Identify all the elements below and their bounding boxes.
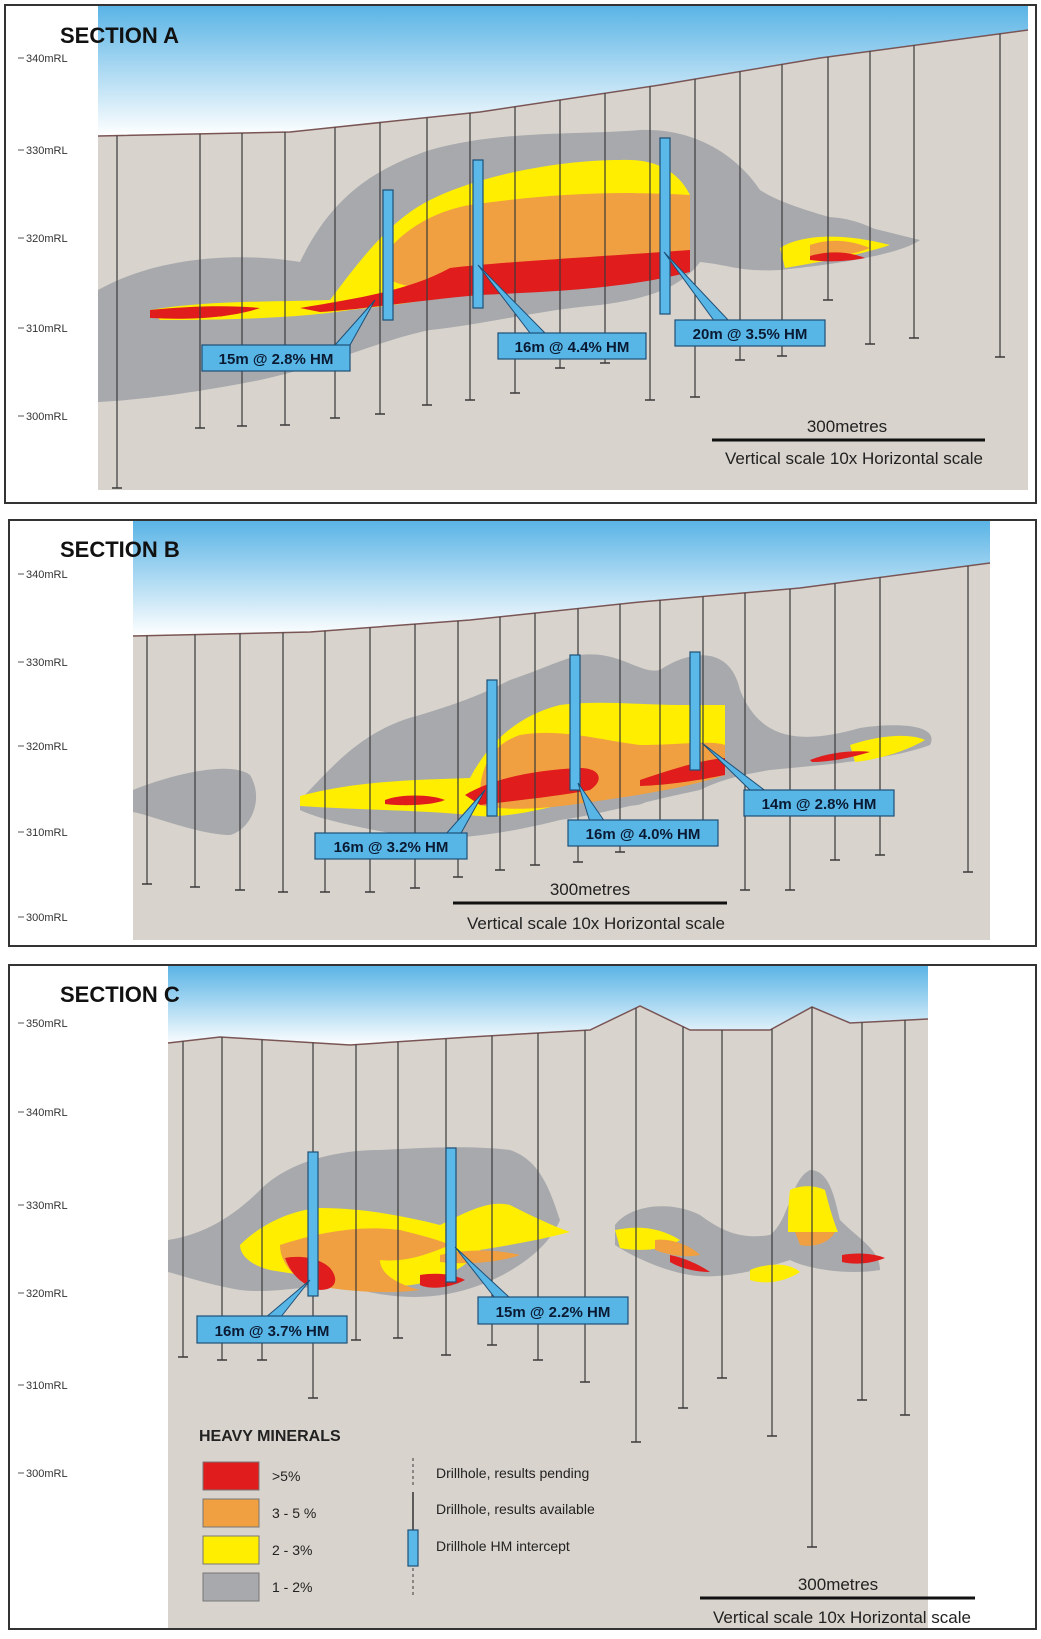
legend-grade-label: 2 - 3% [272, 1542, 312, 1558]
zone-3-5-percent [795, 1232, 835, 1246]
intercept-callout-text: 15m @ 2.8% HM [219, 351, 334, 368]
section-c-rl-axis: 350mRL 340mRL 330mRL 320mRL 310mRL 300mR… [18, 1018, 68, 1480]
intercept-callout-text: 20m @ 3.5% HM [693, 326, 808, 343]
zone-2-3-percent [850, 735, 925, 762]
scale-note: Vertical scale 10x Horizontal scale [725, 449, 983, 468]
hm-intercept-bar [569, 654, 581, 791]
rl-tick-label: 310mRL [26, 827, 68, 839]
zone-gt5-percent [300, 250, 690, 312]
rl-tick-label: 300mRL [26, 411, 68, 423]
scale-bar-label: 300metres [798, 1575, 878, 1594]
hm-intercept-bar [307, 1151, 319, 1297]
section-c: 350mRL 340mRL 330mRL 320mRL 310mRL 300mR… [8, 964, 1037, 1630]
intercept-callout-text: 16m @ 3.7% HM [215, 1323, 330, 1340]
rl-tick-label: 340mRL [26, 1107, 68, 1119]
zone-gt5-percent [640, 758, 725, 786]
rl-tick-label: 350mRL [26, 1018, 68, 1030]
legend-symbol-label: Drillhole, results pending [436, 1465, 589, 1481]
rl-tick-label: 340mRL [26, 569, 68, 581]
section-a-rl-axis: 340mRL 330mRL 320mRL 310mRL 300mRL [18, 53, 68, 423]
intercept-callout: 15m @ 2.8% HM [201, 299, 376, 372]
section-a-surface-line [97, 29, 1029, 137]
legend-swatch-3-5 [202, 1498, 260, 1528]
section-b-surface-line [132, 562, 991, 637]
zone-gt5-percent [810, 751, 870, 762]
hm-intercept-bar [472, 159, 484, 309]
intercept-callout-text: 16m @ 4.4% HM [515, 339, 630, 356]
intercept-callout: 16m @ 3.2% HM [314, 789, 486, 860]
legend-title: HEAVY MINERALS [199, 1428, 341, 1445]
section-title: SECTION A [60, 23, 179, 48]
zone-gt5-percent [670, 1255, 710, 1272]
rl-tick-label: 300mRL [26, 912, 68, 924]
hm-intercept-bar [445, 1147, 457, 1283]
intercept-callout-text: 15m @ 2.2% HM [496, 1304, 611, 1321]
rl-tick-label: 330mRL [26, 657, 68, 669]
intercept-callout: 20m @ 3.5% HM [663, 251, 826, 347]
zone-3-5-percent [810, 240, 870, 257]
rl-tick-label: 320mRL [26, 233, 68, 245]
legend-intercept-symbol [407, 1529, 419, 1567]
section-b-rl-axis: 340mRL 330mRL 320mRL 310mRL 300mRL [18, 569, 68, 924]
zone-gt5-percent [842, 1253, 885, 1264]
rl-tick-label: 330mRL [26, 1200, 68, 1212]
legend-grade-label: >5% [272, 1468, 300, 1484]
intercept-callout-text: 14m @ 2.8% HM [762, 796, 877, 813]
rl-tick-label: 310mRL [26, 1380, 68, 1392]
intercept-callout: 14m @ 2.8% HM [701, 742, 895, 817]
scale-bar-label: 300metres [550, 880, 630, 899]
section-title: SECTION B [60, 537, 180, 562]
rl-tick-label: 320mRL [26, 1288, 68, 1300]
rl-tick-label: 340mRL [26, 53, 68, 65]
rl-tick-label: 310mRL [26, 323, 68, 335]
hm-intercept-bar [659, 137, 671, 315]
scale-note: Vertical scale 10x Horizontal scale [713, 1608, 971, 1627]
intercept-callout-text: 16m @ 4.0% HM [586, 826, 701, 843]
zone-gt5-percent [465, 768, 599, 805]
zone-gt5-percent [150, 306, 260, 319]
scale-bar-label: 300metres [807, 417, 887, 436]
legend-swatch-1-2 [202, 1572, 260, 1602]
zone-gt5-percent [810, 252, 865, 262]
intercept-callout: 16m @ 3.7% HM [196, 1279, 348, 1344]
hm-intercept-bar [486, 679, 498, 817]
legend-grade-label: 3 - 5 % [272, 1505, 316, 1521]
rl-tick-label: 300mRL [26, 1468, 68, 1480]
legend-symbol-label: Drillhole, results available [436, 1501, 595, 1517]
zone-2-3-percent [788, 1186, 838, 1232]
section-a: 340mRL 330mRL 320mRL 310mRL 300mRL 15m @… [4, 4, 1037, 504]
scale-note: Vertical scale 10x Horizontal scale [467, 914, 725, 933]
legend: HEAVY MINERALS >5% 3 - 5 % 2 - 3% 1 - 2%… [199, 1428, 595, 1602]
section-c-surface-line [167, 1005, 929, 1046]
intercept-callout: 16m @ 4.0% HM [567, 782, 719, 847]
intercept-callout: 15m @ 2.2% HM [454, 1246, 629, 1325]
rl-tick-label: 320mRL [26, 741, 68, 753]
legend-swatch-2-3 [202, 1535, 260, 1565]
zone-3-5-percent [655, 1239, 700, 1257]
legend-swatch-gt5 [202, 1461, 260, 1491]
section-b: 340mRL 330mRL 320mRL 310mRL 300mRL 16m @… [8, 519, 1037, 947]
hm-intercept-bar [382, 189, 394, 321]
legend-grade-label: 1 - 2% [272, 1579, 312, 1595]
intercept-callout: 16m @ 4.4% HM [477, 264, 647, 360]
legend-symbol-label: Drillhole HM intercept [436, 1538, 570, 1554]
section-title: SECTION C [60, 982, 180, 1007]
zone-2-3-percent [750, 1264, 800, 1283]
rl-tick-label: 330mRL [26, 145, 68, 157]
hm-intercept-bar [689, 651, 701, 771]
intercept-callout-text: 16m @ 3.2% HM [334, 839, 449, 856]
